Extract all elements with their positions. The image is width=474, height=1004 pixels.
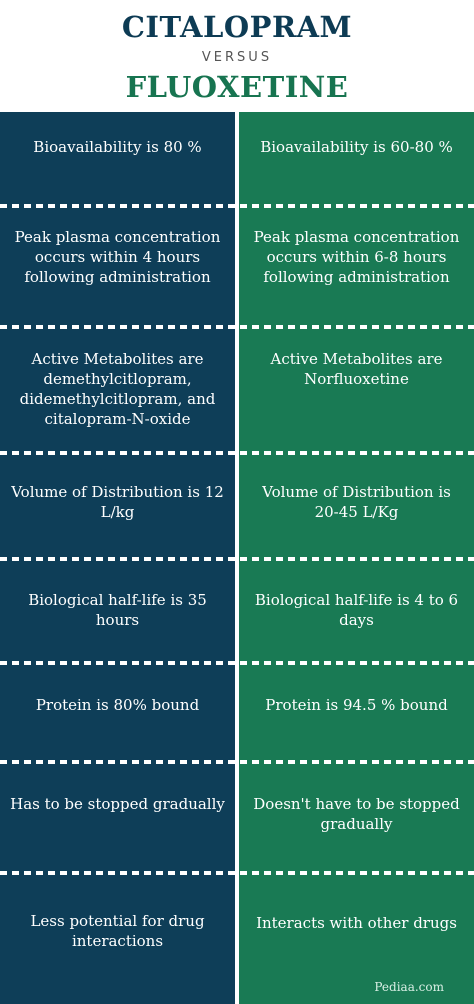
citalopram-metabolites: Active Metabolites are demethylcitlopram… bbox=[19, 350, 216, 428]
citalopram-bioavailability: Bioavailability is 80 % bbox=[33, 138, 202, 156]
pediaa-logo: Pediaa.com bbox=[374, 980, 444, 994]
citalopram-protein-binding: Protein is 80% bound bbox=[35, 696, 200, 714]
row-separator bbox=[0, 760, 474, 764]
versus-label: VERSUS bbox=[201, 50, 273, 65]
row-separator bbox=[0, 325, 474, 329]
citalopram-volume-distribution: Volume of Distribution is 12 L/kg bbox=[11, 483, 224, 521]
fluoxetine-volume-distribution: Volume of Distribution is 20-45 L/Kg bbox=[262, 483, 451, 521]
citalopram-half-life: Biological half-life is 35 hours bbox=[28, 591, 207, 629]
row-separator bbox=[0, 871, 474, 875]
citalopram-drug-interactions: Less potential for drug interactions bbox=[30, 912, 205, 950]
fluoxetine-discontinuation: Doesn't have to be stopped gradually bbox=[253, 795, 460, 833]
fluoxetine-peak-plasma: Peak plasma concentration occurs within … bbox=[253, 228, 460, 286]
row-separator bbox=[0, 204, 474, 208]
fluoxetine-protein-binding: Protein is 94.5 % bound bbox=[265, 696, 448, 714]
fluoxetine-bioavailability: Bioavailability is 60-80 % bbox=[260, 138, 453, 156]
fluoxetine-drug-interactions: Interacts with other drugs bbox=[256, 914, 457, 932]
title-citalopram: CITALOPRAM bbox=[121, 10, 353, 44]
row-separator bbox=[0, 451, 474, 455]
title-fluoxetine: FLUOXETINE bbox=[125, 70, 349, 104]
citalopram-peak-plasma: Peak plasma concentration occurs within … bbox=[14, 228, 221, 286]
row-separator bbox=[0, 557, 474, 561]
infographic-header: CITALOPRAM VERSUS FLUOXETINE bbox=[0, 0, 474, 112]
citalopram-discontinuation: Has to be stopped gradually bbox=[10, 795, 225, 813]
row-separator bbox=[0, 661, 474, 665]
fluoxetine-metabolites: Active Metabolites are Norfluoxetine bbox=[270, 350, 443, 388]
fluoxetine-half-life: Biological half-life is 4 to 6 days bbox=[254, 591, 459, 629]
